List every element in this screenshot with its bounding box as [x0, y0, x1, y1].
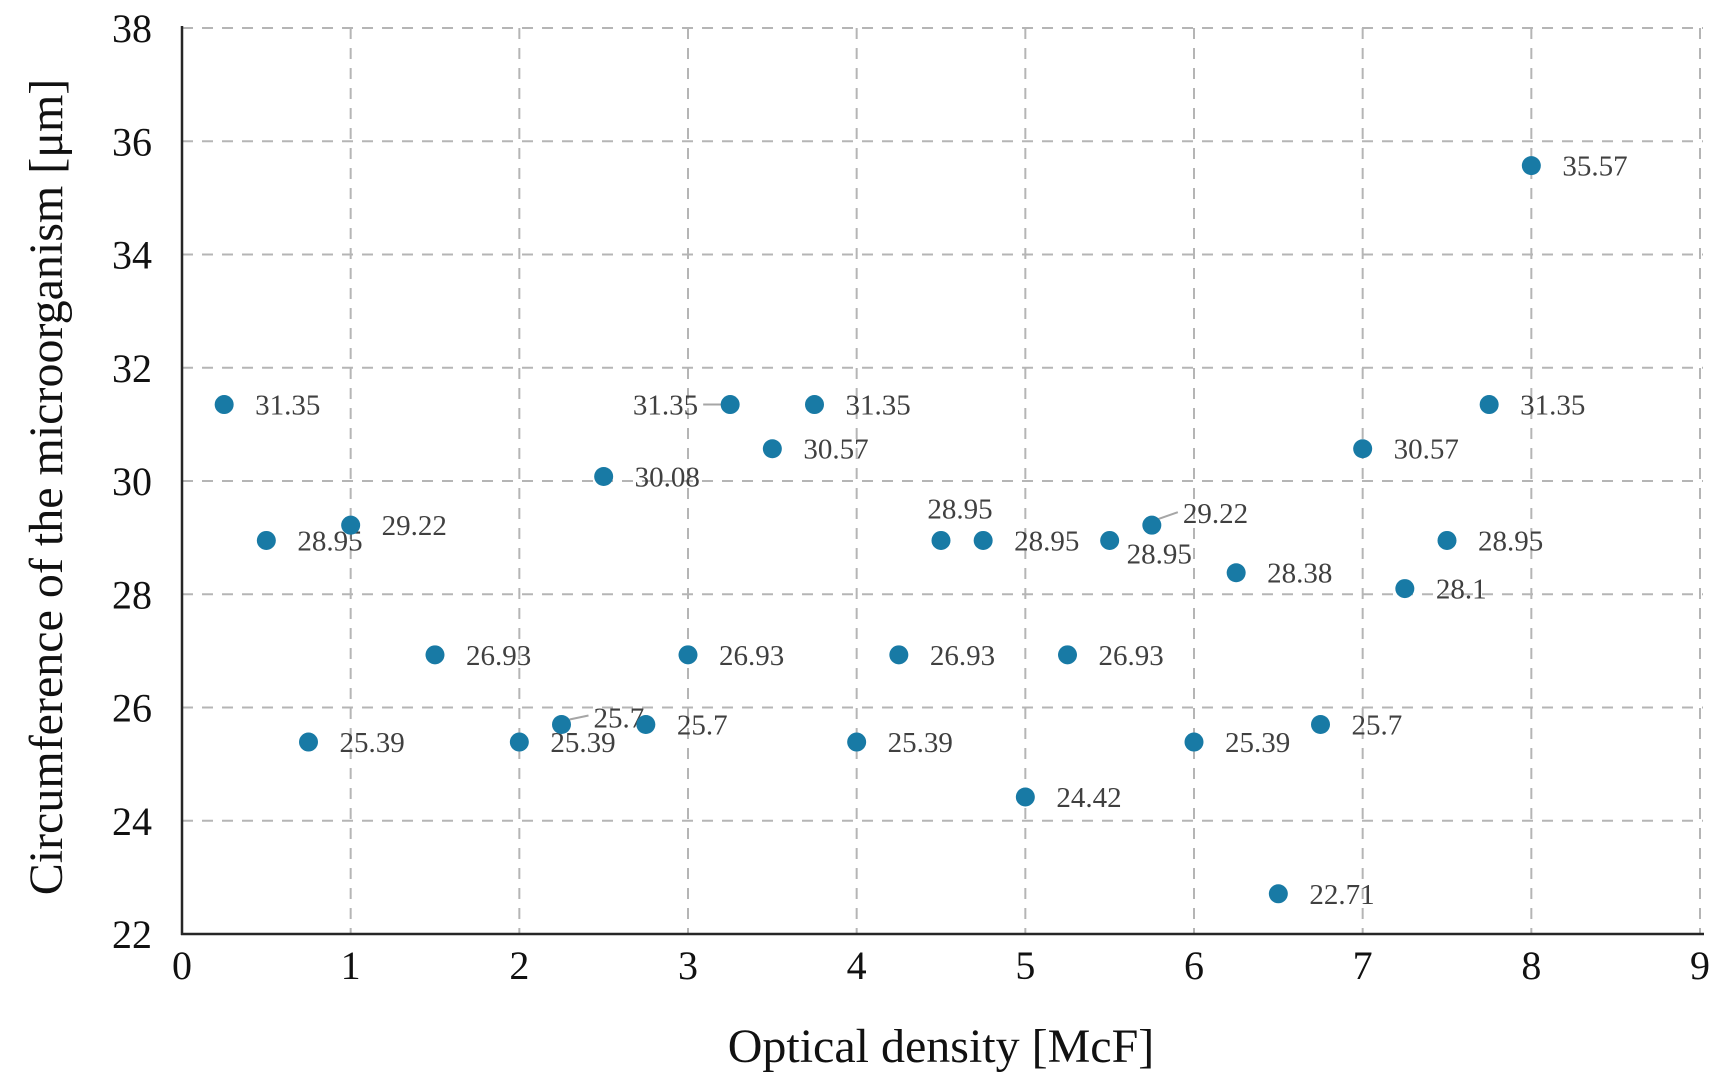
x-tick-label: 7: [1353, 943, 1373, 988]
y-tick-label: 38: [112, 6, 152, 51]
x-tick-label: 5: [1015, 943, 1035, 988]
data-point-label: 29.22: [1183, 498, 1248, 530]
data-point: [425, 645, 445, 665]
y-tick-label: 24: [112, 799, 152, 844]
data-point: [847, 732, 867, 752]
data-point: [1142, 515, 1162, 535]
x-tick-label: 9: [1690, 943, 1710, 988]
data-point: [1226, 563, 1246, 583]
data-point: [299, 732, 318, 752]
data-point-label: 30.57: [803, 434, 868, 466]
x-tick-label: 6: [1184, 943, 1204, 988]
x-tick-label: 1: [341, 943, 361, 988]
y-tick-label: 30: [112, 459, 152, 504]
data-point: [1184, 732, 1204, 752]
data-point-label: 35.57: [1562, 151, 1627, 183]
data-point-label: 25.39: [1225, 727, 1290, 759]
x-tick-label: 2: [509, 943, 529, 988]
data-point-label: 25.39: [888, 727, 953, 759]
data-point-label: 25.39: [340, 727, 405, 759]
data-point: [1100, 530, 1120, 550]
x-axis-title: Optical density [McF]: [727, 1020, 1155, 1073]
data-point-label: 31.35: [846, 390, 911, 422]
data-point-label: 28.95: [1014, 525, 1079, 557]
data-point: [214, 395, 234, 415]
data-point: [1479, 395, 1499, 415]
leader-line: [569, 714, 589, 721]
data-point: [341, 515, 361, 535]
data-point: [973, 530, 993, 550]
leader-line: [1157, 511, 1179, 521]
data-point-label: 30.08: [635, 461, 700, 493]
data-point: [1058, 645, 1077, 665]
data-point-label: 26.93: [466, 640, 531, 672]
data-point: [509, 732, 529, 752]
data-point-label: 25.7: [677, 709, 728, 741]
x-tick-label: 4: [847, 943, 867, 988]
data-point-label: 26.93: [719, 640, 784, 672]
data-point: [552, 714, 571, 734]
data-point: [1521, 156, 1541, 176]
data-point-label: 31.35: [1520, 390, 1585, 422]
data-point: [931, 530, 951, 550]
x-tick-label: 3: [678, 943, 698, 988]
data-point-label: 30.57: [1394, 434, 1459, 466]
data-point-label: 28.95: [927, 493, 992, 525]
data-point-label: 24.42: [1056, 782, 1121, 814]
data-point-label: 25.7: [594, 702, 645, 734]
data-point: [1353, 439, 1373, 459]
data-point: [1311, 714, 1330, 734]
data-point: [1395, 579, 1415, 599]
data-point: [594, 466, 614, 486]
data-point-label: 31.35: [255, 390, 320, 422]
data-point: [678, 645, 698, 665]
data-point-label: 22.71: [1309, 879, 1374, 911]
y-tick-label: 36: [112, 119, 152, 164]
data-point-label: 29.22: [382, 510, 447, 542]
x-tick-label: 8: [1521, 943, 1541, 988]
data-point-label: 28.95: [1127, 538, 1192, 570]
y-axis-title: Circumference of the microorganism [μm]: [20, 78, 73, 896]
y-tick-label: 28: [112, 572, 152, 617]
data-point-label: 31.35: [633, 390, 698, 422]
data-point: [889, 645, 909, 665]
data-point: [1268, 884, 1288, 904]
data-point: [256, 530, 276, 550]
data-point-label: 28.1: [1436, 574, 1487, 606]
data-point: [762, 439, 782, 459]
data-point-label: 26.93: [930, 640, 995, 672]
y-tick-label: 26: [112, 686, 152, 731]
data-point-label: 28.38: [1267, 558, 1332, 590]
data-point-label: 28.95: [1478, 525, 1543, 557]
x-tick-label: 0: [172, 943, 192, 988]
data-point: [720, 395, 740, 415]
y-tick-label: 22: [112, 912, 152, 957]
data-point-label: 26.93: [1099, 640, 1164, 672]
data-point: [1015, 787, 1035, 807]
y-tick-label: 34: [112, 233, 152, 278]
data-point: [1437, 530, 1457, 550]
data-point: [636, 714, 656, 734]
data-point-label: 25.7: [1352, 709, 1403, 741]
y-tick-label: 32: [112, 346, 152, 391]
data-point: [805, 395, 824, 415]
